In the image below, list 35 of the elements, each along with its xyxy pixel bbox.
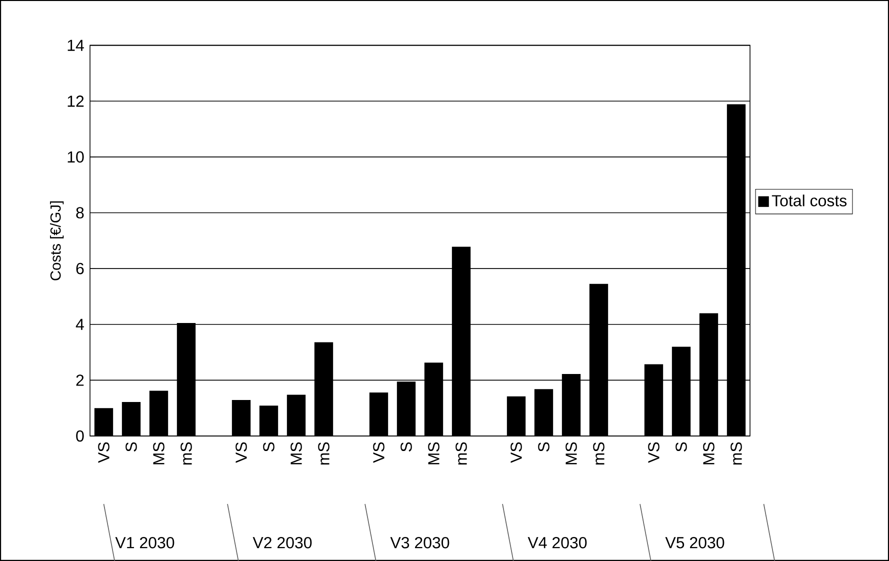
- text: V1 2030: [115, 537, 174, 548]
- y-tick-label: 4: [76, 318, 84, 330]
- y-tick-label: 10: [68, 151, 84, 163]
- x-tick-label: MS: [153, 442, 164, 464]
- y-tick-label: 6: [76, 262, 84, 274]
- x-tick-label: VS: [98, 442, 110, 463]
- text: V5 2030: [665, 537, 724, 548]
- x-tick-label: S: [263, 442, 274, 452]
- y-tick-label: 8: [76, 207, 84, 218]
- x-tick-label: mS: [318, 442, 330, 465]
- x-tick-label: MS: [566, 442, 577, 464]
- text: V3 2030: [390, 537, 450, 548]
- y-tick-label: 12: [68, 96, 84, 107]
- x-tick-label: VS: [373, 442, 384, 463]
- x-tick-label: MS: [428, 442, 440, 464]
- x-tick-label: VS: [648, 442, 660, 463]
- text: V2 2030: [252, 537, 312, 548]
- x-tick-label: VS: [236, 442, 247, 463]
- y-tick-label: 2: [76, 374, 84, 386]
- legend-label: Total costs: [772, 194, 847, 206]
- x-tick-label: mS: [456, 442, 467, 465]
- x-tick-label: S: [676, 442, 687, 452]
- x-tick-label: S: [126, 442, 137, 452]
- x-tick-label: MS: [290, 442, 302, 464]
- x-tick-label: S: [400, 442, 412, 452]
- x-tick-label: S: [538, 442, 550, 452]
- y-tick-label: 14: [68, 40, 84, 51]
- x-tick-label: mS: [593, 442, 604, 465]
- x-tick-label: mS: [730, 442, 742, 465]
- y-tick-label: 0: [76, 430, 84, 442]
- text: V4 2030: [528, 537, 587, 548]
- y-axis-title: Costs [€/GJ]: [50, 201, 64, 280]
- x-tick-label: VS: [510, 442, 522, 463]
- x-tick-label: MS: [703, 442, 714, 464]
- x-tick-label: mS: [180, 442, 192, 465]
